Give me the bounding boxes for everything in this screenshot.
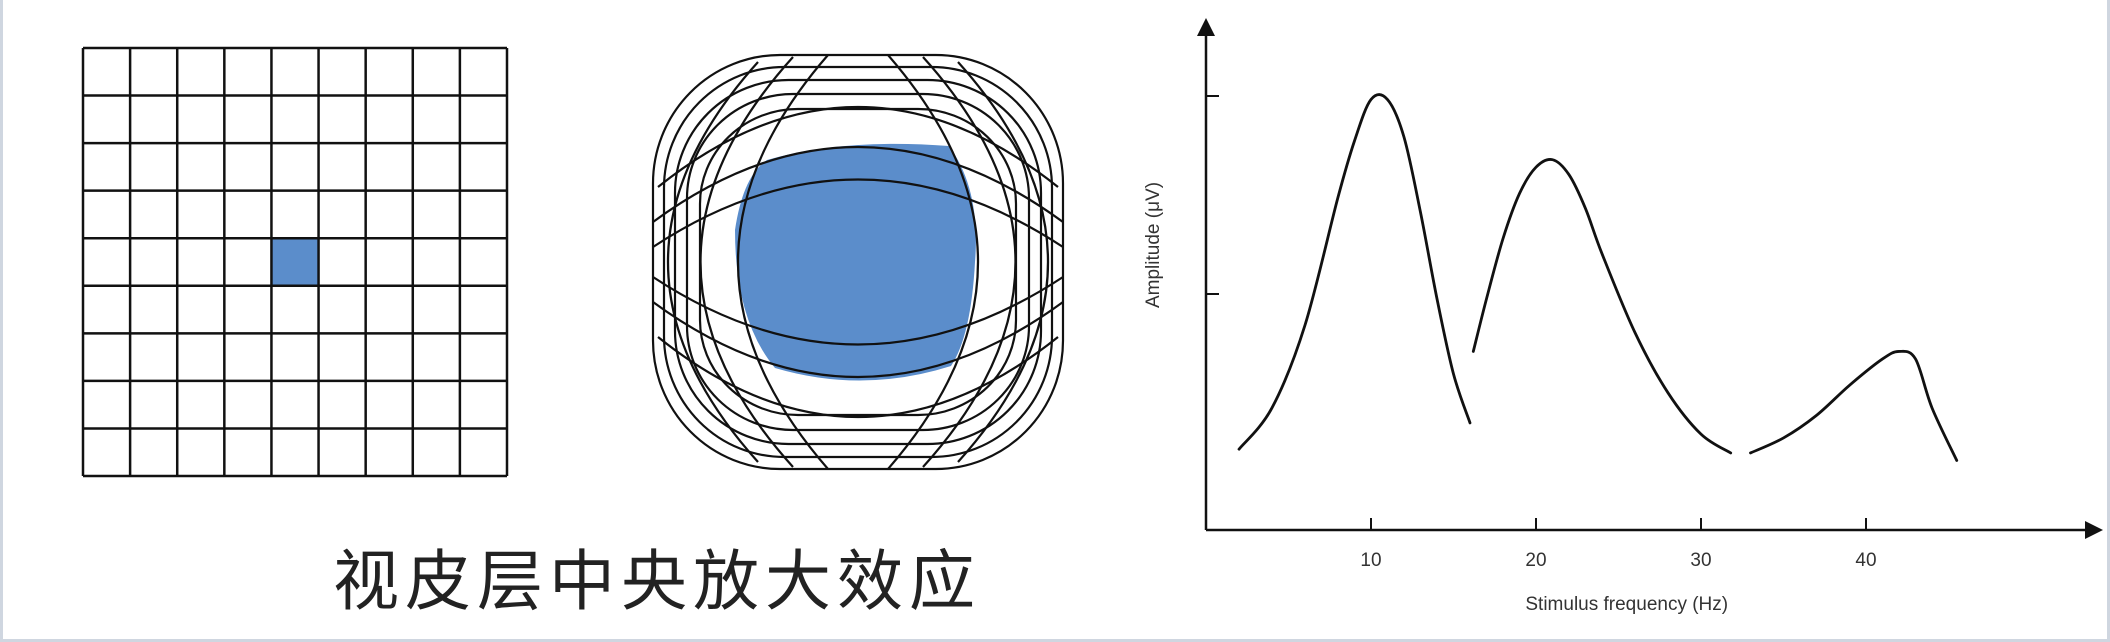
x-tick-label: 10	[1360, 550, 1381, 571]
cortical-arc	[957, 61, 1049, 463]
retina-grid-figure	[81, 46, 509, 478]
slide-caption: 视皮层中央放大效应	[333, 543, 981, 620]
cortical-ring	[662, 65, 1054, 459]
x-tick-label: 30	[1690, 550, 1711, 571]
cortical-ring	[673, 78, 1043, 446]
x-tick-label: 20	[1525, 550, 1546, 571]
response-curve-1	[1237, 93, 1472, 451]
magnified-center-region	[735, 143, 976, 381]
cortical-arc	[667, 61, 759, 463]
highlighted-cell	[271, 238, 319, 286]
cortical-arc	[737, 54, 829, 470]
frequency-chart: 10 20 30 40 Stimulus frequency (Hz) Amplitude…	[1143, 18, 2103, 615]
cortical-arc	[652, 145, 1064, 223]
cortical-arc	[657, 336, 1059, 419]
response-curve-3	[1749, 349, 1959, 462]
y-axis-label: Amplitude (μV)	[1143, 182, 1164, 308]
y-axis-arrow-icon	[1197, 18, 1215, 36]
cortical-arc	[657, 105, 1059, 188]
cortical-arc	[652, 301, 1064, 379]
cortical-arc	[699, 56, 794, 468]
x-axis-arrow-icon	[2085, 521, 2103, 539]
cortical-arc	[922, 56, 1017, 468]
x-axis-label: Stimulus frequency (Hz)	[1525, 594, 1728, 615]
response-curve-2	[1471, 158, 1733, 455]
x-tick-label: 40	[1855, 550, 1876, 571]
cortical-ring	[651, 53, 1065, 471]
cortical-arc	[652, 276, 1064, 346]
cortical-ring	[685, 92, 1031, 432]
cortical-map-figure	[651, 53, 1065, 471]
cortical-arc	[887, 54, 979, 470]
cortical-arc	[652, 178, 1064, 248]
